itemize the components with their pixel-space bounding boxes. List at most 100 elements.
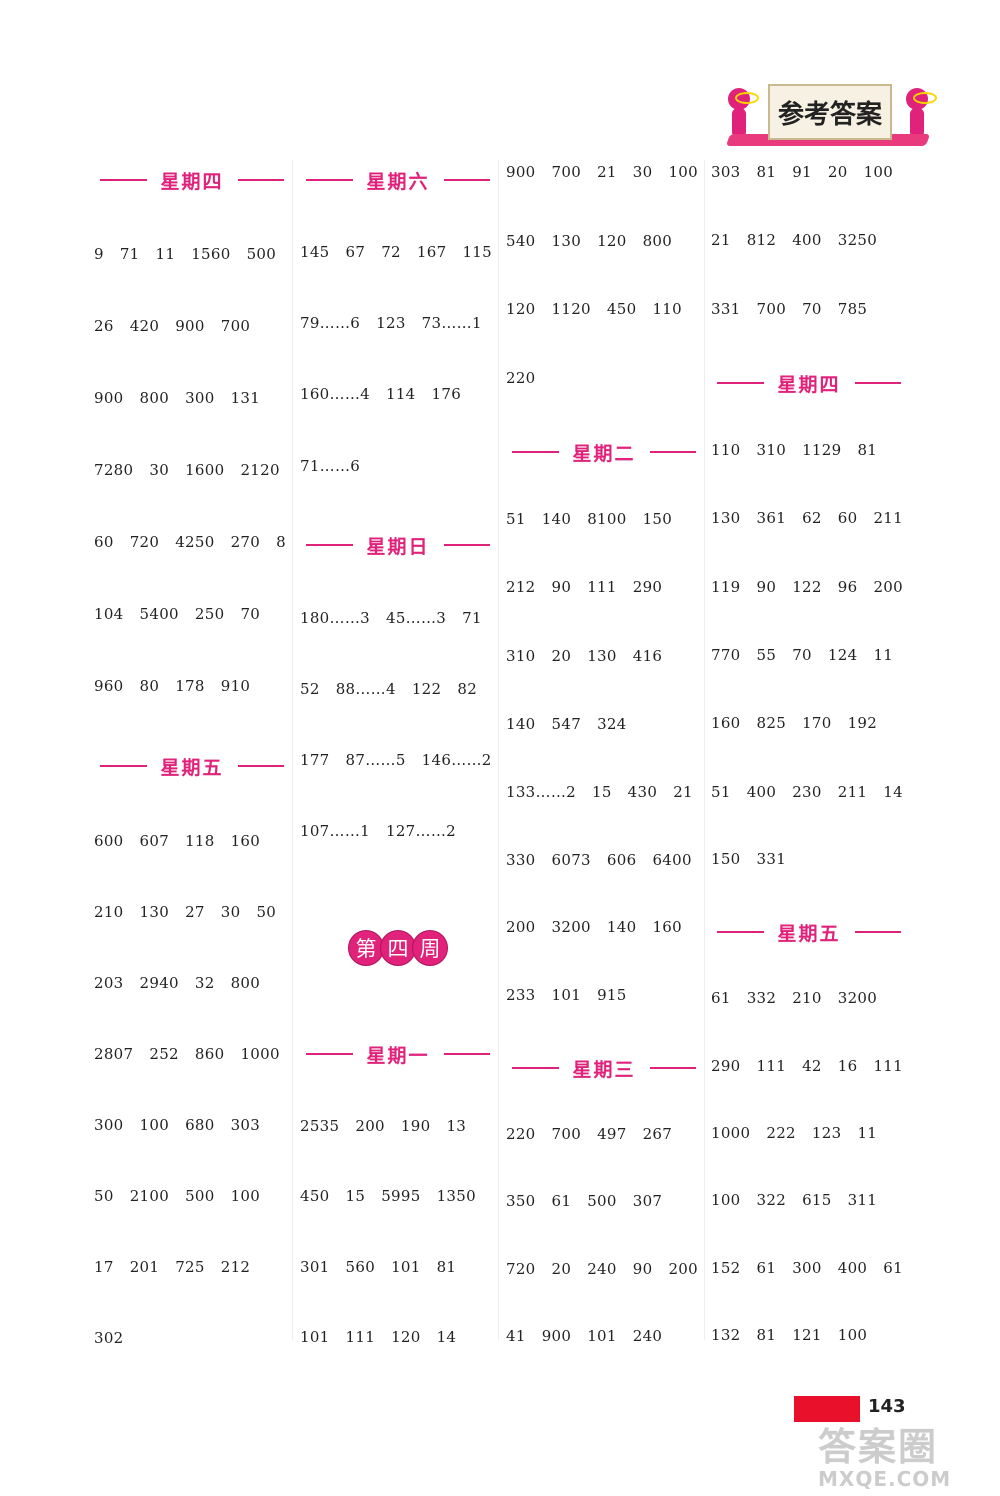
answer-value: 212 [506,578,536,596]
answer-value: 61 [711,989,731,1007]
answer-value: 700 [756,300,787,318]
answer-value: 167 [416,243,447,261]
answer-value: 860 [194,1045,225,1063]
answer-row: 61 332 210 3200 [711,989,893,1007]
answer-value: 252 [149,1045,179,1063]
answer-value: 250 [194,605,225,623]
answer-value: 118 [185,832,215,850]
answer-value: 152 [711,1259,741,1277]
answer-value: 330 [506,851,536,869]
answer-value: 100 [230,1187,261,1205]
answer-value: 71 [462,609,482,627]
answer-value: 140 [541,510,572,528]
answer-value: 200 [873,578,903,596]
header-rule [512,1067,559,1069]
answer-row: 600 607 118 160 [94,832,276,850]
answer-value: 800 [230,974,261,992]
day-label: 星期日 [366,535,430,558]
header-rule [717,931,764,933]
answer-value: 101 [391,1258,421,1276]
answer-value: 145 [300,243,330,261]
answer-value: 2120 [240,461,280,479]
answer-value: 15 [591,783,612,801]
answer-value: 30 [220,903,241,921]
answer-value: 331 [756,850,787,868]
answer-value: 606 [606,851,637,869]
answer-value: 267 [642,1125,673,1143]
answer-value: 310 [756,441,787,459]
answer-value: 32 [194,974,215,992]
answer-row: 450 15 5995 1350 [300,1187,492,1205]
answer-value: 270 [230,533,261,551]
answer-value: 400 [746,783,777,801]
answer-value: 200 [668,1260,698,1278]
answer-row: 212 90 111 290 [506,578,678,596]
answer-value: 21 [673,783,693,801]
day-label: 星期五 [777,922,841,945]
day-header: 星期二 [506,437,702,467]
answer-row: 51 400 230 211 14 [711,783,919,801]
day-label: 星期四 [777,373,841,396]
answer-value: 430 [627,783,658,801]
watermark: 答案圈 MXQE.COM [818,1416,994,1491]
answer-value: 900 [506,163,536,181]
answer-value: 82 [457,680,478,698]
answer-value: 100 [837,1326,868,1344]
answer-value: 700 [220,317,251,335]
page-number: 143 [868,1396,906,1417]
answer-banner: 参考答案 [716,78,942,152]
answer-value: 130 [711,509,741,527]
answer-value: 1129 [802,441,842,459]
answer-value: 11 [873,646,894,664]
week-badge-char: 第 [348,930,384,966]
answer-row: 303 81 91 20 100 [711,163,909,181]
column-divider [704,160,705,1340]
answer-value: 62 [802,509,822,527]
answer-value: 400 [792,231,822,249]
answer-value: 222 [766,1124,796,1142]
answer-value: 61 [551,1192,572,1210]
answer-value: 70 [792,646,812,664]
answer-row: 145 67 72 167 115 [300,243,508,261]
answer-value: 720 [506,1260,536,1278]
answer-value: 540 [506,232,536,250]
watermark-logo: 答案圈 [818,1425,939,1469]
answer-value: 176 [431,385,462,403]
answer-row: 220 [506,369,552,387]
answer-value: 9 [94,245,104,263]
answer-value: 104 [94,605,124,623]
answer-row: 350 61 500 307 [506,1192,678,1210]
answer-value: 122 [411,680,442,698]
answer-row: 50 2100 500 100 [94,1187,276,1205]
day-header: 星期一 [300,1039,496,1069]
answer-value: 400 [837,1259,868,1277]
answer-value: 770 [711,646,741,664]
answer-value: 311 [847,1191,878,1209]
answer-row: 119 90 122 96 200 [711,578,919,596]
answer-value: 101 [300,1328,330,1346]
week-badge-char: 四 [380,930,416,966]
answer-row: 51 140 8100 150 [506,510,688,528]
header-rule [306,1053,353,1055]
answer-value: 81 [857,441,878,459]
answer-value: 322 [756,1191,787,1209]
answer-value: 14 [436,1328,457,1346]
answer-value: 50 [94,1187,114,1205]
answer-value: 6073 [551,851,591,869]
header-rule [717,382,764,384]
answer-value: 220 [506,369,536,387]
answer-value: 450 [606,300,637,318]
day-header: 星期三 [506,1053,702,1083]
answer-value: 500 [587,1192,617,1210]
answer-value: 160 [711,714,741,732]
header-rule [237,765,285,767]
day-label: 星期六 [366,170,430,193]
answer-row: 140 547 324 [506,715,643,733]
answer-value: 11 [857,1124,878,1142]
answer-value: 200 [506,918,536,936]
answer-value: 800 [642,232,673,250]
answer-row: 290 111 42 16 111 [711,1057,919,1075]
answer-row: 7280 30 1600 2120 [94,461,296,479]
answer-value: 300 [792,1259,822,1277]
answer-row: 132 81 121 100 [711,1326,883,1344]
